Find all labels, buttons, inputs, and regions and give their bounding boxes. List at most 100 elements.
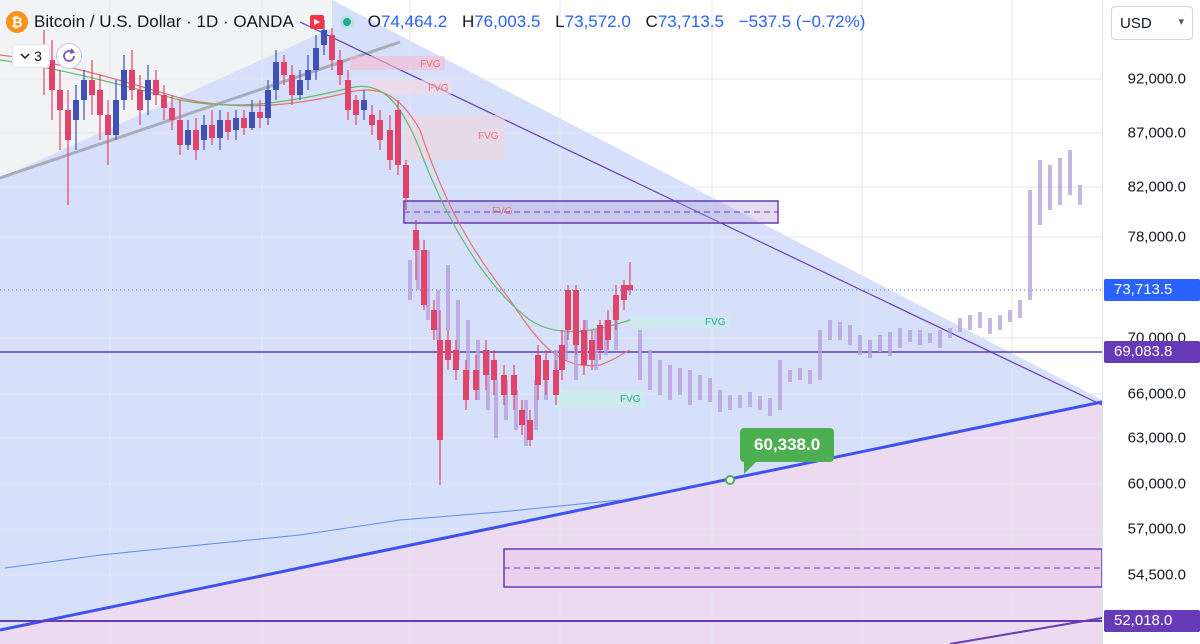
projected-bar [968, 315, 972, 330]
indicator-controls: 3 [12, 43, 82, 69]
candle-body [581, 330, 587, 365]
price-tick: 92,000.0 [1127, 70, 1186, 88]
low-key: L [555, 12, 565, 31]
projected-bar [918, 330, 922, 345]
candle-body [113, 100, 119, 135]
projected-bar [494, 380, 498, 438]
projected-bar [466, 320, 470, 380]
refresh-icon [63, 48, 76, 62]
projected-bar [808, 370, 812, 384]
bitcoin-logo-icon: ₿ [6, 11, 28, 33]
candle-body [337, 60, 343, 75]
candle-body [305, 70, 311, 80]
candle-body [395, 110, 401, 165]
price-chart[interactable]: FVG FVG FVG FVG FVG FVG [0, 0, 1102, 644]
projected-bar [908, 330, 912, 342]
candle-body [573, 290, 579, 345]
projected-bar [1028, 190, 1032, 300]
projected-bar [408, 260, 412, 300]
candle-body [249, 112, 255, 128]
flag-icon[interactable] [308, 13, 326, 31]
projected-bar [888, 332, 892, 356]
price-tick: 66,000.0 [1127, 385, 1186, 403]
candle-body [329, 35, 335, 60]
fvg-zone-box [403, 200, 779, 224]
candle-body [627, 285, 633, 290]
candle-body [445, 340, 451, 360]
price-tick: 63,000.0 [1127, 429, 1186, 447]
projected-bar [868, 340, 872, 358]
projected-bar [1038, 160, 1042, 225]
candle-body [491, 360, 497, 380]
candle-body [535, 355, 541, 385]
demand-zone-box [503, 548, 1102, 588]
projected-bar [988, 318, 992, 334]
projected-bar [436, 290, 440, 340]
candle-body [161, 95, 167, 108]
candle-body [209, 125, 215, 138]
chart-pane[interactable]: FVG FVG FVG FVG FVG FVG ₿ Bitcoin / U.S. Doll… [0, 0, 1102, 644]
candle-body [519, 410, 525, 425]
indicator-count: 3 [34, 48, 42, 64]
projected-bar [938, 330, 942, 348]
candle-body [431, 310, 437, 330]
fvg-label: FVG [705, 317, 726, 328]
candle-body [185, 130, 191, 145]
fvg-box [405, 115, 505, 160]
candle-body [233, 118, 239, 130]
projected-bar [788, 370, 792, 382]
projected-bar [848, 325, 852, 345]
candle-body [281, 62, 287, 75]
fvg-label: FVG [420, 59, 441, 70]
candle-body [105, 115, 111, 135]
price-tick: 78,000.0 [1127, 228, 1186, 246]
candle-body [597, 325, 603, 350]
projected-bar [1008, 310, 1012, 322]
candle-body [527, 420, 533, 440]
projected-bar [1068, 150, 1072, 195]
currency-value: USD [1120, 15, 1152, 32]
fvg-box [350, 56, 445, 70]
candle-body [265, 90, 271, 118]
projected-bar [838, 322, 842, 340]
projected-bar [718, 390, 722, 412]
currency-select[interactable]: USD ▾ [1111, 6, 1193, 40]
price-callout[interactable]: 60,338.0 [740, 428, 835, 474]
fvg-box [370, 80, 452, 94]
projected-bar [678, 368, 682, 395]
candle-body [437, 340, 443, 440]
candle-body [483, 350, 489, 375]
candle-body [621, 285, 627, 300]
projected-bar [998, 315, 1002, 330]
projected-bar [688, 370, 692, 405]
candle-body [49, 60, 55, 90]
candle-body [201, 125, 207, 140]
candle-body [353, 100, 359, 115]
projected-bar [1018, 300, 1022, 318]
refresh-button[interactable] [56, 43, 82, 69]
symbol-legend: ₿ Bitcoin / U.S. Dollar · 1D · OANDA O74… [6, 8, 865, 36]
projected-bar [738, 395, 742, 408]
candle-body [57, 90, 63, 110]
candle-body [473, 370, 479, 390]
indicator-collapse-button[interactable]: 3 [12, 44, 50, 68]
candle-body [511, 375, 517, 395]
callout-anchor [725, 475, 735, 485]
level-badge: 52,018.0 [1104, 610, 1200, 632]
candle-body [193, 130, 199, 150]
candle-body [421, 250, 427, 305]
symbol-title[interactable]: Bitcoin / U.S. Dollar · 1D · OANDA [34, 12, 294, 31]
stepped-line [4, 499, 621, 569]
projected-bar [564, 330, 568, 360]
low-value: 73,572.0 [564, 12, 631, 31]
projected-bar [828, 320, 832, 340]
projected-bar [928, 333, 932, 343]
projected-bar [524, 400, 528, 446]
projected-bar [948, 328, 952, 338]
price-scale[interactable]: USD ▾ 92,000.0 87,000.0 82,000.0 78,000.… [1102, 0, 1200, 644]
chevron-down-icon: ▾ [1178, 16, 1184, 28]
candle-body [137, 90, 143, 110]
projected-bar [648, 350, 652, 390]
fvg-label: FVG [492, 206, 513, 217]
candle-body [169, 108, 175, 120]
